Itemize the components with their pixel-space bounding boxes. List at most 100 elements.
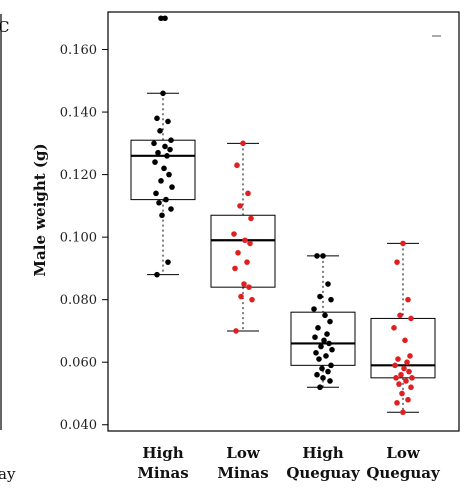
category-label: Low — [226, 444, 261, 462]
y-tick-label: 0.060 — [60, 356, 97, 371]
category-label: Queguay — [366, 464, 441, 482]
data-point — [406, 368, 412, 375]
data-point — [320, 253, 326, 259]
category-label: Low — [386, 444, 421, 462]
data-point — [325, 368, 331, 375]
y-tick-label: 0.040 — [60, 418, 97, 433]
data-point — [405, 396, 411, 403]
data-point — [404, 359, 410, 366]
data-point — [400, 240, 406, 247]
data-point — [247, 240, 253, 247]
data-point — [158, 178, 164, 184]
data-point — [324, 331, 330, 337]
category-label: High — [142, 444, 183, 462]
y-tick-label: 0.140 — [60, 106, 97, 121]
outlier-point — [158, 15, 164, 22]
data-point — [408, 384, 414, 391]
data-point — [313, 350, 319, 356]
category-label: Minas — [217, 464, 268, 482]
data-point — [157, 128, 163, 134]
category-label: Minas — [137, 464, 188, 482]
data-point — [405, 296, 411, 303]
data-point — [320, 375, 326, 381]
data-point — [318, 343, 324, 350]
data-point — [154, 115, 160, 122]
data-point — [329, 346, 335, 353]
data-point — [398, 371, 404, 378]
data-point — [327, 318, 333, 325]
data-point — [155, 149, 161, 156]
data-point — [394, 259, 400, 265]
data-point — [408, 315, 414, 322]
data-point — [156, 199, 162, 206]
data-point — [163, 196, 169, 203]
data-point — [402, 337, 408, 344]
data-point — [233, 328, 239, 334]
left-panel-letter: C — [0, 18, 9, 36]
data-point — [240, 140, 246, 147]
data-point — [245, 190, 251, 197]
data-point — [400, 409, 406, 416]
legend-mask — [428, 14, 454, 36]
data-point — [328, 362, 334, 369]
data-point — [315, 325, 321, 331]
box-iqr — [210, 214, 276, 288]
box-iqr — [370, 317, 436, 379]
data-point — [321, 337, 327, 344]
data-point — [235, 249, 241, 256]
y-tick-label: 0.160 — [60, 43, 97, 58]
y-tick-label: 0.080 — [60, 293, 97, 308]
y-axis-label: Male weight (g) — [31, 143, 49, 276]
box-iqr — [290, 311, 356, 366]
data-point — [395, 356, 401, 362]
data-point — [231, 231, 237, 237]
data-point — [325, 281, 331, 287]
x-axis-categories: High Minas Low Minas High Queguay Low Queguay — [137, 444, 441, 482]
outlier-point — [162, 15, 168, 22]
data-point — [242, 237, 248, 244]
data-point — [241, 281, 247, 287]
data-point — [393, 375, 399, 381]
left-panel-label-fragment: ay — [0, 465, 16, 483]
y-tick-label: 0.120 — [60, 168, 97, 183]
data-point — [162, 143, 168, 150]
data-point — [314, 371, 320, 378]
category-label: High — [302, 444, 343, 462]
data-point — [237, 203, 243, 209]
data-point — [399, 390, 405, 397]
data-point — [166, 171, 172, 178]
data-point — [391, 325, 397, 331]
data-point — [394, 400, 400, 406]
data-point — [248, 215, 254, 222]
data-point — [167, 146, 173, 153]
data-point — [392, 362, 398, 369]
data-point — [153, 190, 159, 197]
data-point — [317, 293, 323, 300]
data-point — [249, 296, 255, 303]
data-points — [151, 15, 415, 416]
box-iqr — [130, 139, 196, 201]
data-point — [169, 184, 175, 190]
data-point — [160, 90, 166, 97]
category-label: Queguay — [286, 464, 361, 482]
data-point — [326, 340, 332, 347]
data-point — [397, 312, 403, 319]
data-point — [396, 381, 402, 387]
boxplots — [130, 92, 436, 413]
data-point — [319, 365, 325, 372]
data-point — [232, 265, 238, 272]
data-point — [317, 384, 323, 391]
data-point — [328, 296, 334, 303]
data-point — [401, 365, 407, 372]
data-point — [165, 118, 171, 125]
y-tick-label: 0.100 — [60, 231, 97, 246]
data-point — [234, 162, 240, 169]
data-point — [161, 165, 167, 172]
data-point — [154, 271, 160, 278]
data-point — [246, 284, 252, 290]
data-point — [409, 375, 415, 381]
data-point — [407, 353, 413, 359]
data-point — [164, 153, 170, 159]
data-point — [168, 206, 174, 212]
